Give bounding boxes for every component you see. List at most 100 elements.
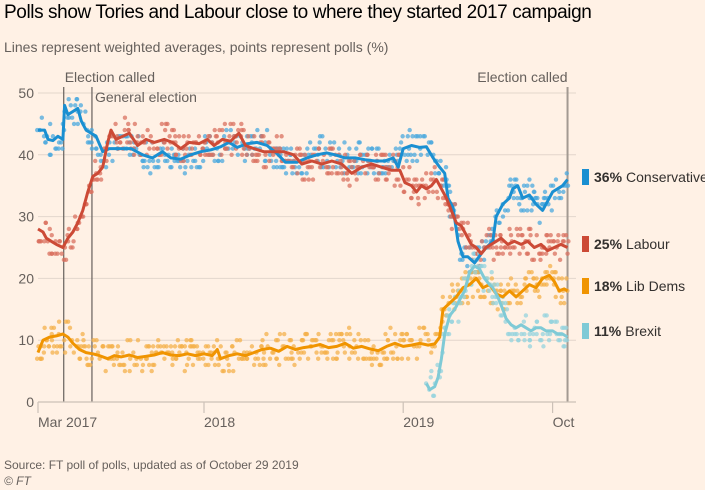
poll-dot-brexit (487, 288, 492, 293)
poll-dot-lib-dems (508, 276, 514, 281)
poll-dot-conservative (422, 134, 428, 139)
poll-dot-conservative (527, 177, 532, 182)
poll-dot-lib-dems (259, 344, 264, 349)
poll-dot-labour (376, 171, 382, 176)
poll-dot-labour (520, 232, 525, 238)
poll-dot-conservative (320, 134, 325, 139)
poll-dot-lib-dems (323, 350, 328, 355)
legend-value: 25% (594, 236, 623, 252)
event-label: General election (95, 89, 197, 105)
poll-dot-conservative (296, 164, 302, 170)
poll-dot-labour (508, 232, 514, 238)
poll-dot-lib-dems (156, 338, 161, 343)
poll-dot-labour (147, 146, 152, 151)
poll-dot-lib-dems (209, 356, 214, 361)
poll-dot-labour (220, 127, 225, 133)
poll-dot-lib-dems (77, 356, 82, 361)
poll-dot-lib-dems (170, 362, 175, 368)
event-label: Election called (477, 69, 567, 85)
poll-dot-brexit (546, 338, 552, 343)
poll-dot-labour (432, 164, 437, 170)
poll-dot-conservative (224, 127, 229, 133)
poll-dot-labour (210, 152, 216, 157)
poll-dot-lib-dems (182, 344, 188, 349)
poll-dot-conservative (66, 115, 72, 120)
poll-dot-lib-dems (384, 356, 390, 361)
poll-dot-lib-dems (194, 344, 200, 349)
poll-dot-conservative (85, 134, 91, 139)
poll-dot-conservative (68, 103, 73, 108)
poll-dot-conservative (447, 189, 453, 195)
poll-dot-conservative (193, 158, 198, 164)
poll-dot-conservative (508, 177, 513, 182)
poll-dot-conservative (383, 171, 388, 176)
legend-label: Conservative (626, 169, 705, 185)
poll-dot-lib-dems (49, 338, 55, 343)
poll-dot-lib-dems (42, 325, 47, 331)
poll-dot-labour (236, 127, 241, 133)
poll-dot-lib-dems (184, 362, 190, 368)
poll-dot-lib-dems (337, 338, 342, 343)
poll-dot-lib-dems (395, 356, 400, 361)
poll-dot-lib-dems (534, 276, 539, 281)
poll-dot-lib-dems (251, 362, 257, 368)
poll-dot-labour (415, 195, 421, 201)
poll-dot-lib-dems (128, 356, 133, 361)
poll-dot-brexit (429, 368, 434, 374)
poll-dot-labour (239, 121, 244, 127)
poll-dot-labour (219, 152, 224, 157)
poll-dot-lib-dems (559, 294, 564, 300)
poll-dot-conservative (552, 195, 558, 201)
poll-dot-labour (229, 152, 234, 157)
poll-dot-labour (214, 134, 220, 139)
poll-dot-brexit (521, 319, 527, 324)
poll-dot-brexit (471, 251, 476, 256)
poll-dot-labour (561, 239, 567, 244)
poll-dot-lib-dems (522, 282, 527, 287)
poll-dot-labour (325, 164, 331, 170)
poll-dot-lib-dems (347, 356, 352, 361)
poll-dot-labour (196, 134, 202, 139)
poll-dot-labour (459, 232, 464, 238)
poll-dot-conservative (183, 164, 188, 170)
poll-dot-lib-dems (369, 362, 375, 368)
legend-label: Labour (626, 236, 670, 252)
poll-dot-labour (461, 220, 466, 225)
poll-dot-lib-dems (334, 356, 340, 361)
poll-dot-labour (414, 177, 419, 182)
poll-dot-lib-dems (177, 350, 182, 355)
poll-dot-lib-dems (231, 368, 236, 374)
poll-dot-lib-dems (34, 356, 40, 361)
poll-dot-brexit (503, 300, 508, 306)
poll-dot-labour (244, 152, 249, 157)
poll-dot-labour (270, 152, 276, 157)
poll-dot-conservative (521, 183, 527, 188)
poll-dot-conservative (73, 103, 78, 108)
poll-dot-conservative (376, 146, 381, 151)
poll-dot-labour (57, 239, 62, 244)
poll-dot-lib-dems (346, 325, 352, 331)
poll-dot-labour (59, 251, 64, 256)
poll-dot-conservative (402, 152, 407, 157)
poll-dot-labour (255, 158, 260, 164)
poll-dot-labour (514, 226, 519, 232)
poll-dot-labour (484, 232, 489, 238)
poll-dot-lib-dems (42, 344, 47, 349)
poll-dot-labour (518, 226, 523, 232)
poll-dot-labour (534, 232, 539, 238)
poll-dot-labour (566, 239, 571, 244)
poll-dot-conservative (274, 164, 280, 170)
poll-dot-lib-dems (544, 282, 549, 287)
poll-dot-lib-dems (274, 356, 280, 361)
poll-dot-conservative (74, 96, 79, 102)
poll-dot-lib-dems (120, 350, 125, 355)
legend-swatch (582, 169, 589, 185)
poll-dot-conservative (400, 134, 405, 139)
poll-dot-lib-dems (39, 356, 45, 361)
poll-dot-labour (309, 164, 315, 170)
poll-dot-conservative (263, 158, 268, 164)
poll-dot-lib-dems (164, 344, 169, 349)
poll-dot-labour (363, 171, 368, 176)
poll-dot-conservative (165, 158, 170, 164)
axes: 0 10 20 30 40 50 Mar 2017 2018 2019 Oct (18, 85, 576, 430)
